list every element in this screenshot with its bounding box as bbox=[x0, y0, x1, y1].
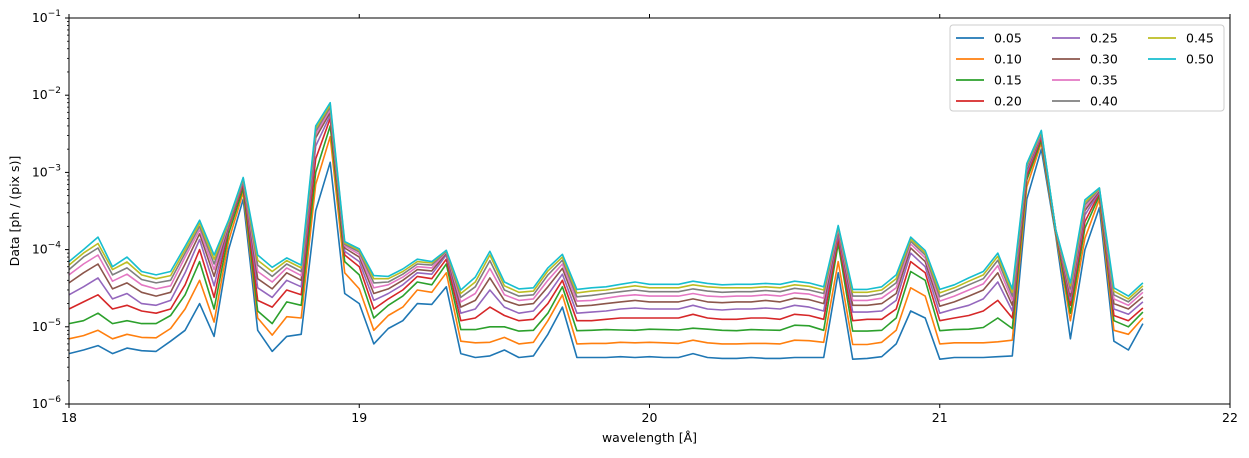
y-tick-label: 10−3 bbox=[32, 163, 61, 179]
legend-entry-label: 0.20 bbox=[994, 94, 1022, 109]
series-line-0.10 bbox=[68, 135, 1144, 346]
legend-entry-label: 0.05 bbox=[994, 31, 1022, 46]
y-tick-label: 10−2 bbox=[32, 86, 61, 102]
x-axis-title: wavelength [Å] bbox=[602, 430, 697, 445]
y-tick-label: 10−5 bbox=[32, 318, 61, 334]
legend-entry-label: 0.15 bbox=[994, 73, 1022, 88]
legend-box bbox=[949, 24, 1225, 112]
y-tick-label: 10−4 bbox=[32, 241, 61, 257]
series-lines bbox=[68, 101, 1144, 361]
legend-entry-label: 0.50 bbox=[1186, 52, 1214, 67]
legend-entry-label: 0.40 bbox=[1090, 94, 1118, 109]
x-tick-label: 21 bbox=[932, 410, 948, 425]
legend: 0.05 0.10 0.15 0.20 0.25 0.30 0.35 0.40 0.45 0.50 bbox=[949, 24, 1225, 112]
legend-entry-label: 0.35 bbox=[1090, 73, 1118, 88]
x-tick-label: 18 bbox=[61, 410, 77, 425]
legend-entry-label: 0.30 bbox=[1090, 52, 1118, 67]
x-tick-label: 22 bbox=[1222, 410, 1238, 425]
x-tick-label: 19 bbox=[351, 410, 367, 425]
series-line-0.50 bbox=[68, 101, 1144, 297]
y-tick-label: 10−1 bbox=[32, 9, 61, 25]
legend-entry-label: 0.10 bbox=[994, 52, 1022, 67]
series-line-0.45 bbox=[68, 104, 1144, 300]
y-axis-title: Data [ph / (pix s)] bbox=[7, 156, 22, 267]
axis-ticks: 18 19 20 21 22 10−6 10−5 10−4 10−3 10−2 10−1 bbox=[32, 9, 1238, 425]
legend-entry-label: 0.25 bbox=[1090, 31, 1118, 46]
x-tick-label: 20 bbox=[642, 410, 658, 425]
series-line-0.05 bbox=[68, 148, 1144, 361]
y-tick-label: 10−6 bbox=[32, 395, 61, 411]
legend-entry-label: 0.45 bbox=[1186, 31, 1214, 46]
